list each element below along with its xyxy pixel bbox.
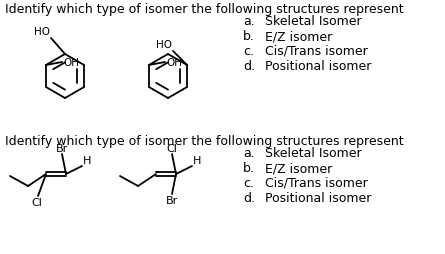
Text: HO: HO: [34, 27, 50, 37]
Text: a.: a.: [243, 15, 255, 28]
Text: Positional isomer: Positional isomer: [265, 191, 372, 204]
Text: H: H: [83, 155, 91, 165]
Text: H: H: [193, 155, 202, 165]
Text: HO: HO: [156, 40, 172, 50]
Text: Cl: Cl: [166, 144, 178, 153]
Text: d.: d.: [243, 191, 255, 204]
Text: Identify which type of isomer the following structures represent: Identify which type of isomer the follow…: [5, 134, 404, 147]
Text: OH: OH: [166, 58, 182, 68]
Text: Skeletal Isomer: Skeletal Isomer: [265, 146, 362, 159]
Text: E/Z isomer: E/Z isomer: [265, 30, 332, 43]
Text: d.: d.: [243, 60, 255, 73]
Text: Cl: Cl: [32, 197, 42, 207]
Text: Positional isomer: Positional isomer: [265, 60, 372, 73]
Text: Cis/Trans isomer: Cis/Trans isomer: [265, 176, 368, 189]
Text: OH: OH: [63, 58, 79, 68]
Text: b.: b.: [243, 161, 255, 174]
Text: Br: Br: [56, 144, 68, 153]
Text: Br: Br: [166, 195, 178, 205]
Text: b.: b.: [243, 30, 255, 43]
Text: E/Z isomer: E/Z isomer: [265, 161, 332, 174]
Text: c.: c.: [243, 176, 254, 189]
Text: Identify which type of isomer the following structures represent: Identify which type of isomer the follow…: [5, 3, 404, 16]
Text: Skeletal Isomer: Skeletal Isomer: [265, 15, 362, 28]
Text: c.: c.: [243, 45, 254, 58]
Text: a.: a.: [243, 146, 255, 159]
Text: Cis/Trans isomer: Cis/Trans isomer: [265, 45, 368, 58]
